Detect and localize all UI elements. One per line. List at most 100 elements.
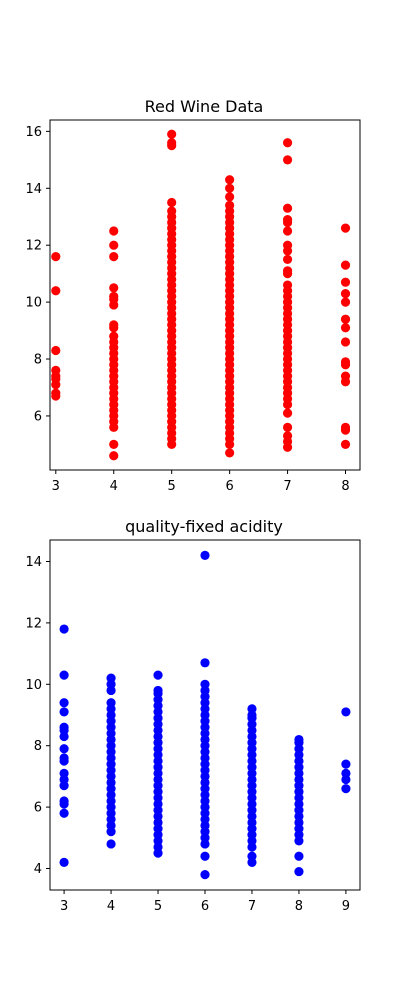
data-point <box>109 439 119 449</box>
data-points <box>51 129 351 461</box>
y-axis-ticks: 6 8 10 12 14 16 <box>25 125 50 424</box>
data-points <box>59 550 351 880</box>
data-point <box>59 707 69 717</box>
scatter-panel-red-wine: Red Wine Data 3 4 5 6 7 8 6 8 10 12 14 16 <box>25 97 361 494</box>
data-point <box>200 851 210 861</box>
data-point <box>340 439 351 449</box>
data-point <box>282 266 293 276</box>
y-tick-label: 10 <box>25 296 42 311</box>
data-point <box>225 183 235 193</box>
data-point <box>106 698 116 708</box>
y-tick-label: 10 <box>25 678 42 693</box>
data-point <box>167 206 177 216</box>
data-point <box>106 839 116 849</box>
data-point <box>109 320 119 330</box>
data-point <box>200 870 210 880</box>
data-point <box>106 673 116 683</box>
data-point <box>282 431 293 441</box>
data-point <box>51 365 61 376</box>
data-point <box>282 138 293 148</box>
axes-frame <box>49 119 361 471</box>
data-point <box>247 704 257 714</box>
data-point <box>340 223 351 233</box>
data-point <box>59 768 69 778</box>
data-point <box>282 203 293 213</box>
data-point <box>200 679 210 689</box>
x-tick-label: 9 <box>342 899 350 914</box>
x-tick-label: 8 <box>341 479 349 494</box>
data-point <box>282 214 293 225</box>
data-point <box>294 851 304 861</box>
x-tick-label: 5 <box>168 479 176 494</box>
data-point <box>341 768 351 778</box>
data-point <box>225 200 235 210</box>
data-point <box>340 297 351 307</box>
y-tick-label: 8 <box>34 353 42 368</box>
data-point <box>51 251 61 262</box>
data-point <box>341 784 351 794</box>
data-point <box>282 240 293 250</box>
data-point <box>109 240 119 250</box>
x-tick-label: 5 <box>154 899 162 914</box>
data-point <box>341 707 351 717</box>
y-tick-label: 16 <box>25 125 42 140</box>
data-point <box>109 331 119 341</box>
y-tick-label: 6 <box>34 801 42 816</box>
data-point <box>153 685 163 696</box>
data-point <box>340 357 351 367</box>
data-point <box>282 280 293 290</box>
y-axis-ticks: 4 6 8 10 12 14 <box>25 555 50 877</box>
data-point <box>282 226 293 236</box>
data-point <box>200 658 210 668</box>
data-point <box>109 291 119 302</box>
data-point <box>109 451 119 461</box>
data-point <box>294 866 304 877</box>
data-point <box>340 323 351 333</box>
data-point <box>341 759 351 769</box>
data-point <box>109 251 119 262</box>
x-tick-label: 3 <box>52 479 60 494</box>
data-point <box>282 155 293 165</box>
data-point <box>225 448 235 458</box>
axes-frame <box>49 539 361 891</box>
data-point <box>247 851 257 861</box>
data-point <box>340 371 351 381</box>
x-tick-label: 4 <box>107 899 115 914</box>
data-point <box>225 192 235 202</box>
data-point <box>51 345 61 356</box>
x-tick-label: 7 <box>283 479 291 494</box>
data-point <box>340 422 351 432</box>
data-point <box>59 698 69 708</box>
y-tick-label: 6 <box>34 409 42 424</box>
data-point <box>200 550 210 560</box>
data-point <box>59 624 69 634</box>
data-point <box>51 286 61 296</box>
data-point <box>109 226 119 236</box>
x-tick-label: 6 <box>225 479 233 494</box>
data-point <box>59 744 69 754</box>
chart-title: quality-fixed acidity <box>125 517 283 536</box>
data-point <box>225 175 235 185</box>
data-point <box>167 129 177 139</box>
scatter-panel-quality-fixed-acidity: quality-fixed acidity 3 4 5 6 7 8 9 4 6 8 10 12 14 <box>25 517 361 914</box>
x-tick-label: 7 <box>248 899 256 914</box>
data-point <box>59 796 69 806</box>
x-axis-ticks: 3 4 5 6 7 8 9 <box>60 890 350 914</box>
y-tick-label: 12 <box>25 239 42 254</box>
y-tick-label: 12 <box>25 616 42 631</box>
data-point <box>282 408 293 418</box>
data-point <box>59 857 69 867</box>
data-point <box>340 260 351 270</box>
data-point <box>294 734 304 745</box>
data-point <box>340 337 351 347</box>
x-tick-label: 6 <box>201 899 209 914</box>
data-point <box>51 388 61 398</box>
data-point <box>340 314 351 324</box>
x-axis-ticks: 3 4 5 6 7 8 <box>52 470 350 494</box>
data-point <box>167 138 177 148</box>
data-point <box>59 670 69 680</box>
data-point <box>59 808 69 818</box>
data-point <box>59 753 69 763</box>
chart-title: Red Wine Data <box>145 97 264 116</box>
